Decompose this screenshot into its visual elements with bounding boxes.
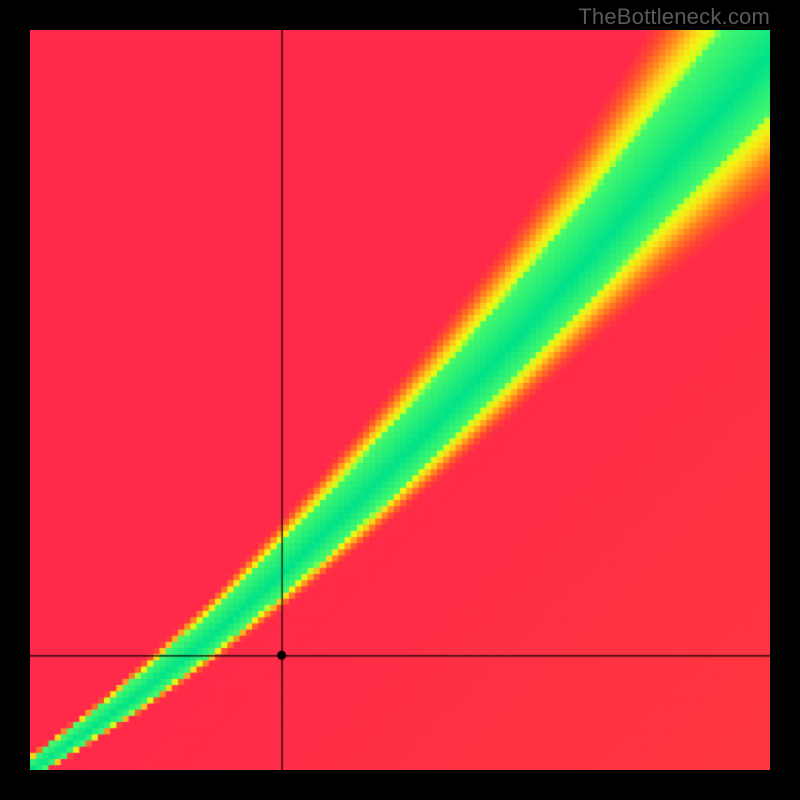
heatmap-canvas <box>30 30 770 770</box>
watermark-text: TheBottleneck.com <box>578 4 770 30</box>
heatmap-plot <box>30 30 770 770</box>
